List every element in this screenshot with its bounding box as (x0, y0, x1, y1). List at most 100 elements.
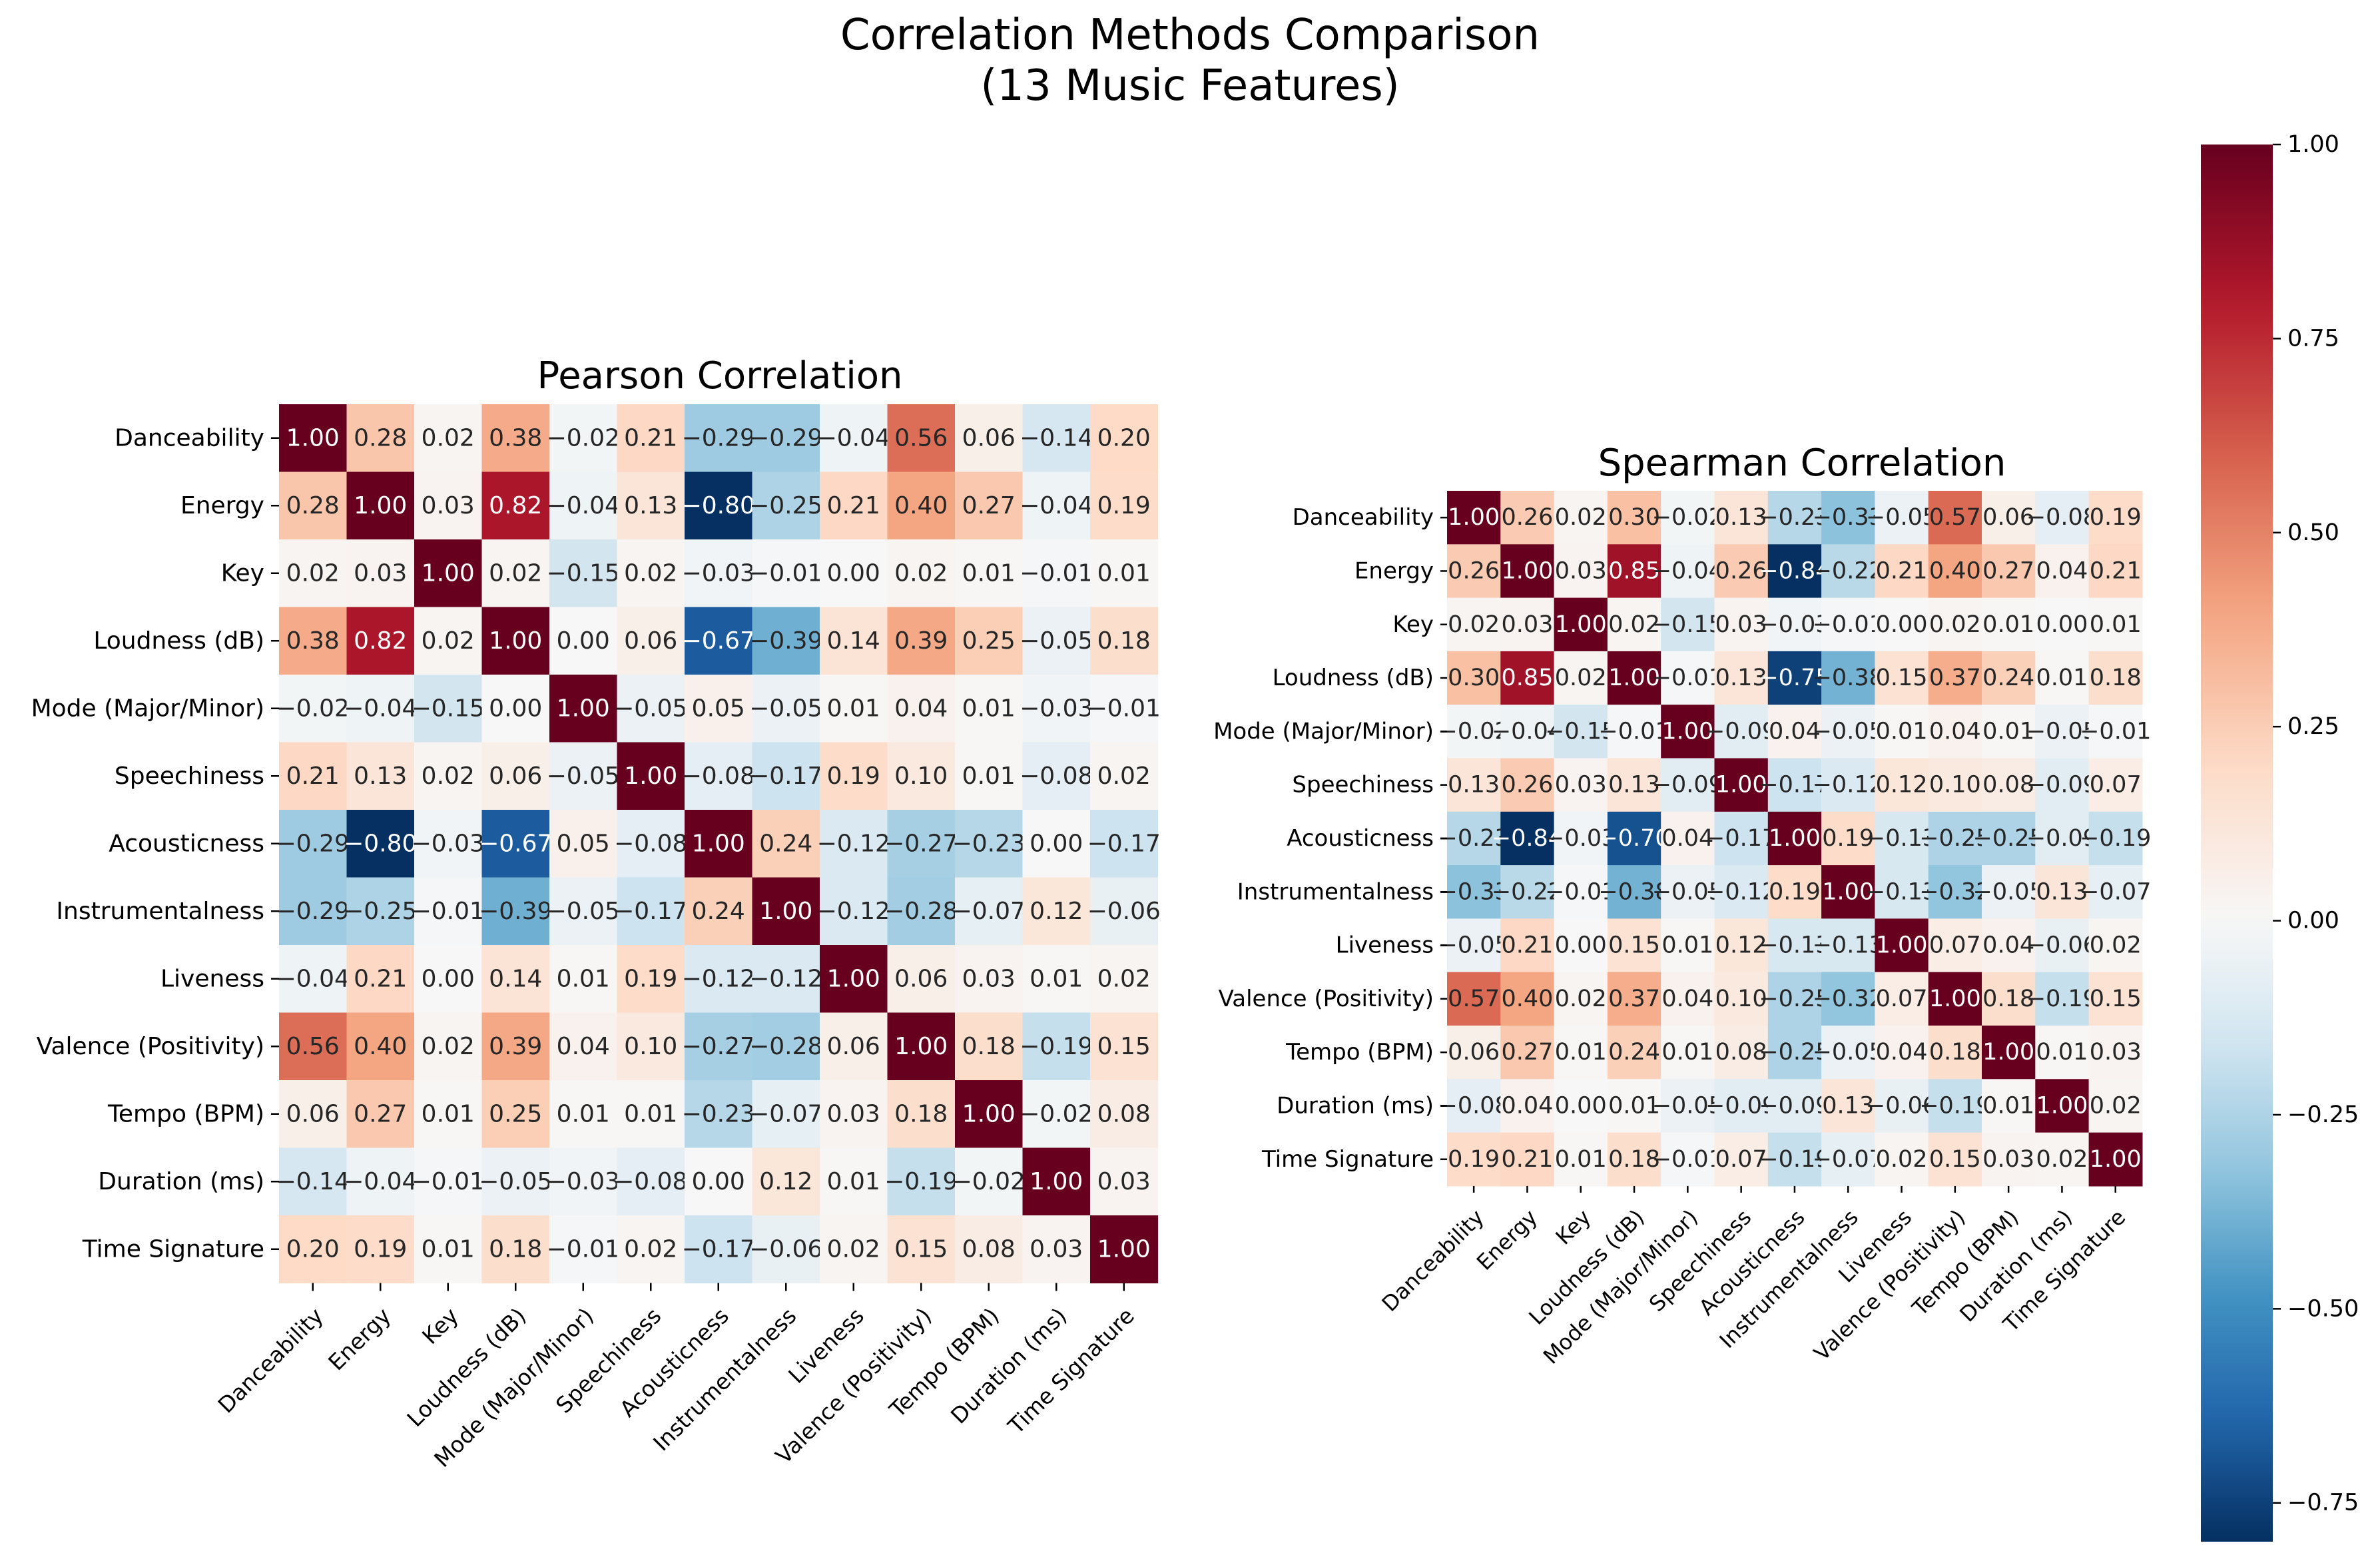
heatmap-cell (2088, 972, 2143, 1026)
heatmap-cell (955, 810, 1024, 878)
cell-value-label: 0.10 (1929, 772, 1981, 798)
heatmap-cell (752, 539, 820, 608)
cell-value-label: 0.13 (624, 492, 677, 519)
heatmap-cell (617, 607, 685, 675)
cell-value-label: 1.00 (2090, 1146, 2142, 1173)
heatmap-cell (481, 945, 550, 1014)
heatmap-cell (1714, 651, 1769, 705)
cell-value-label: 0.01 (2036, 1039, 2088, 1066)
cell-value-label: 0.40 (1929, 557, 1981, 584)
heatmap-cell (1090, 675, 1159, 743)
heatmap-cell (2088, 544, 2143, 599)
heatmap-cell (1928, 651, 1982, 705)
heatmap-cell (2088, 918, 2143, 973)
heatmap-cell (1928, 705, 1982, 759)
cell-value-label: 0.30 (1448, 665, 1500, 691)
cell-value-label: −0.28 (884, 898, 958, 925)
cell-value-label: −0.08 (1438, 1092, 1510, 1119)
heatmap-cell (1500, 1026, 1555, 1080)
cell-value-label: 0.02 (286, 559, 340, 587)
cell-value-label: −0.19 (884, 1168, 958, 1195)
heatmap-cell (1500, 1132, 1555, 1187)
colorbar-tick-label: −0.50 (2287, 1295, 2359, 1322)
heatmap-cell (887, 1080, 956, 1149)
heatmap-cell (752, 607, 820, 675)
heatmap-cell (2035, 1132, 2090, 1187)
cell-value-label: 0.01 (1982, 1092, 2034, 1119)
cell-value-label: −0.05 (547, 898, 620, 925)
cell-value-label: −0.17 (1759, 772, 1830, 798)
heatmap-cell (1447, 544, 1501, 599)
cell-value-label: 0.03 (2090, 1039, 2142, 1066)
y-tick-label: Acousticness (109, 830, 264, 857)
heatmap-cell (1554, 597, 1608, 652)
heatmap-cell (1447, 1132, 1501, 1187)
cell-value-label: 0.19 (624, 965, 677, 992)
heatmap-cell (1022, 607, 1091, 675)
heatmap-cell (1090, 1147, 1159, 1216)
heatmap-cell (1714, 491, 1769, 545)
heatmap-cell (820, 1080, 888, 1149)
cell-value-label: 0.01 (1555, 1146, 1607, 1173)
heatmap-cell (617, 1080, 685, 1149)
heatmap-cell (887, 607, 956, 675)
cell-value-label: −0.13 (1759, 932, 1830, 959)
cell-value-label: −0.25 (1759, 1039, 1830, 1066)
cell-value-label: −0.80 (344, 830, 417, 857)
heatmap-cell (1714, 544, 1769, 599)
y-tick-label: Valence (Positivity) (37, 1033, 264, 1060)
heatmap-cell (1714, 597, 1769, 652)
cell-value-label: 1.00 (1030, 1168, 1083, 1195)
cell-value-label: 1.00 (894, 1033, 948, 1060)
heatmap-cell (685, 810, 753, 878)
cell-value-label: −0.39 (749, 627, 822, 655)
cell-value-label: 0.24 (692, 898, 745, 925)
colorbar-tick-label: −0.25 (2287, 1101, 2359, 1128)
cell-value-label: −0.01 (412, 898, 485, 925)
heatmap-cell (887, 810, 956, 878)
cell-value-label: −0.23 (1438, 825, 1510, 852)
heatmap-cell (1875, 1026, 1929, 1080)
cell-value-label: 0.07 (1715, 1146, 1767, 1173)
figure-title-line1: Correlation Methods Comparison (840, 11, 1540, 60)
cell-value-label: 0.01 (962, 695, 1016, 722)
heatmap-cell (1875, 705, 1929, 759)
cell-value-label: 0.02 (894, 559, 948, 587)
cell-value-label: 0.15 (1608, 932, 1660, 959)
heatmap-cell (1875, 758, 1929, 812)
heatmap-cell (1022, 877, 1091, 946)
heatmap-cell (1554, 811, 1608, 866)
heatmap-cell (617, 742, 685, 810)
cell-value-label: 0.25 (962, 627, 1016, 655)
heatmap-cell (481, 471, 550, 540)
heatmap-cell (1447, 705, 1501, 759)
cell-value-label: 0.03 (1555, 772, 1607, 798)
heatmap-cell (1607, 972, 1661, 1026)
y-tick-label: Energy (1354, 557, 1434, 584)
cell-value-label: −0.08 (614, 1168, 687, 1195)
cell-value-label: 0.12 (759, 1168, 812, 1195)
heatmap-cell (752, 1080, 820, 1149)
heatmap-cell (1500, 491, 1555, 545)
heatmap-cell (1767, 865, 1822, 919)
cell-value-label: 1.00 (1822, 878, 1874, 905)
cell-value-label: 0.18 (489, 1235, 542, 1263)
heatmap-cell (1821, 918, 1875, 973)
cell-value-label: 0.21 (1501, 932, 1553, 959)
cell-value-label: 0.56 (894, 424, 948, 452)
heatmap-cell (1607, 918, 1661, 973)
cell-value-label: −0.04 (1652, 557, 1723, 584)
cell-value-label: 0.26 (1501, 504, 1553, 531)
cell-value-label: 0.14 (827, 627, 880, 655)
heatmap-cell (2088, 865, 2143, 919)
cell-value-label: 0.04 (2036, 557, 2088, 584)
heatmap-cell (1554, 865, 1608, 919)
cell-value-label: 0.00 (1555, 932, 1607, 959)
cell-value-label: 0.06 (827, 1033, 880, 1060)
cell-value-label: 0.04 (1661, 825, 1713, 852)
heatmap-cell (346, 945, 415, 1014)
cell-value-label: 0.01 (1661, 932, 1713, 959)
cell-value-label: 0.02 (2090, 1092, 2142, 1119)
cell-value-label: 0.21 (1876, 557, 1928, 584)
cell-value-label: −0.33 (1813, 504, 1884, 531)
